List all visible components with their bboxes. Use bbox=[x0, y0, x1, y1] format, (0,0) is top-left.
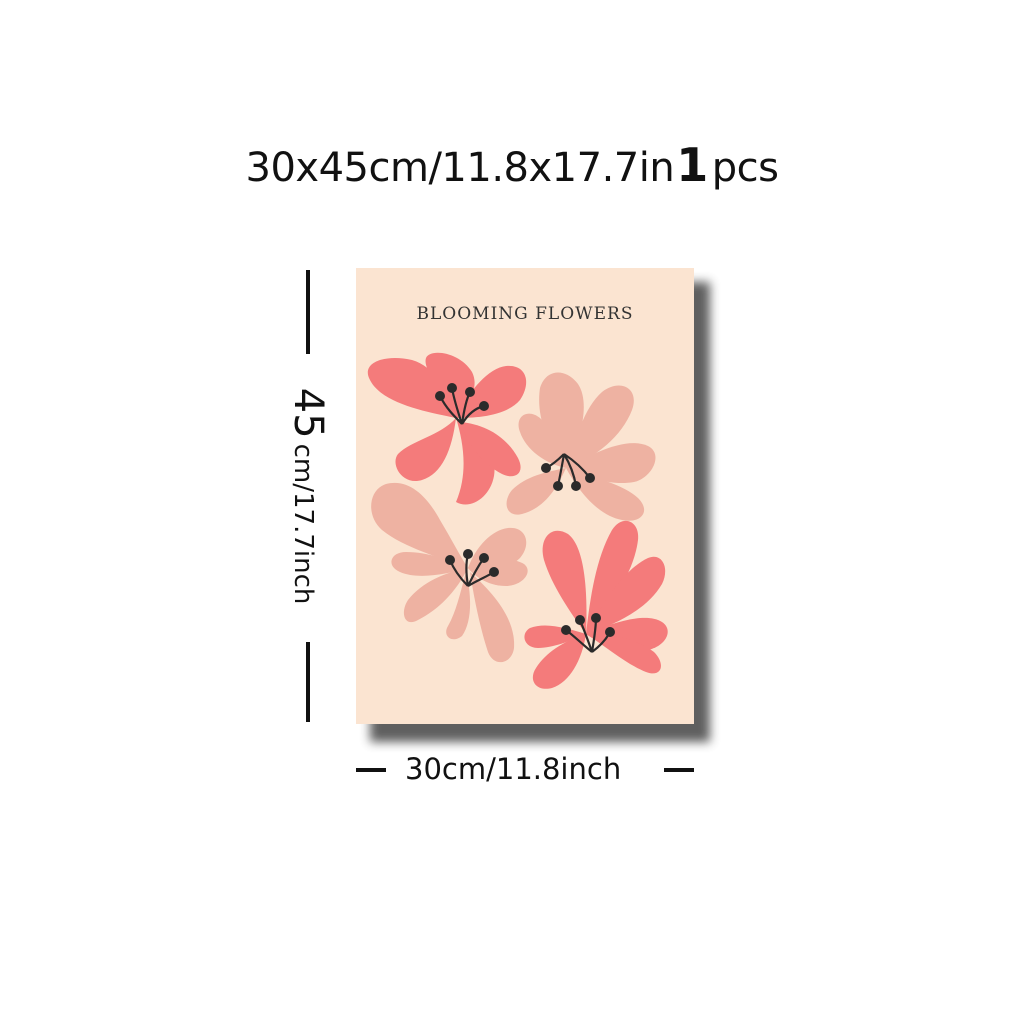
product-size-headline: 30x45cm/11.8x17.7in1 pcs bbox=[0, 138, 1024, 192]
flower-illustration bbox=[367, 352, 668, 689]
flower-top-right bbox=[506, 372, 656, 521]
height-dimension-label: 45 cm/17.7inch bbox=[285, 388, 331, 605]
unit-text: pcs bbox=[711, 145, 779, 191]
flower-bottom-left bbox=[371, 482, 528, 663]
height-dimension-line-bottom bbox=[306, 642, 310, 722]
height-rest: cm/17.7inch bbox=[288, 443, 318, 605]
poster-print: BLOOMING FLOWERS bbox=[356, 268, 694, 724]
flower-top-left bbox=[367, 352, 527, 505]
quantity-text: 1 bbox=[676, 138, 708, 192]
flower-bottom-right bbox=[524, 520, 668, 689]
height-dimension-line-top bbox=[306, 270, 310, 354]
width-dimension-line-right bbox=[664, 768, 694, 772]
width-dimension-line-left bbox=[356, 768, 386, 772]
stamen-dots bbox=[435, 383, 615, 637]
poster-title: BLOOMING FLOWERS bbox=[416, 304, 634, 324]
size-text: 30x45cm/11.8x17.7in bbox=[245, 145, 675, 191]
height-value: 45 bbox=[285, 387, 331, 439]
width-dimension-label: 30cm/11.8inch bbox=[405, 752, 622, 786]
